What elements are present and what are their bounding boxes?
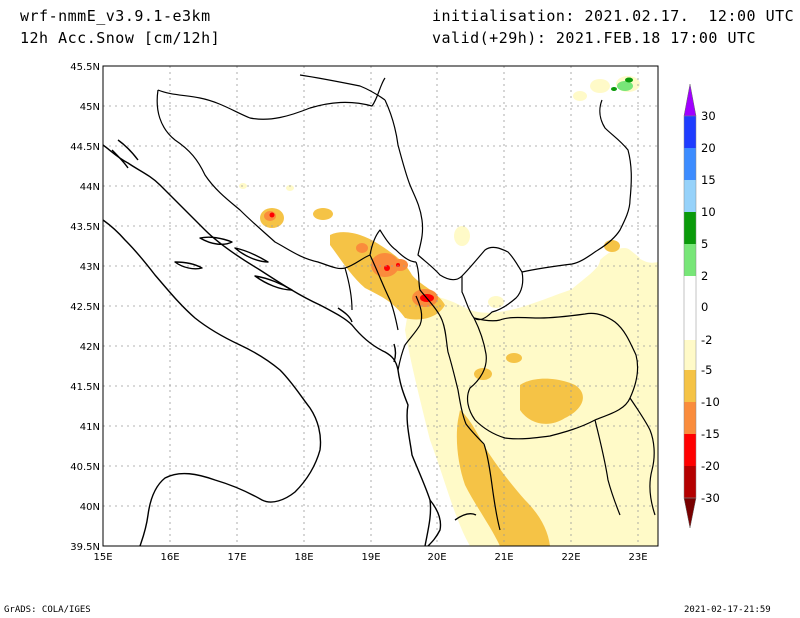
- colorbar-label: 2: [701, 269, 708, 283]
- colorbar-cell: [684, 466, 696, 498]
- lat-label: 43N: [80, 262, 100, 273]
- lat-label: 39.5N: [70, 542, 100, 553]
- map-grid: [103, 66, 658, 546]
- parameter-name: 12h Acc.Snow [cm/12h]: [20, 29, 221, 47]
- colorbar-cell: [684, 402, 696, 434]
- colorbar-label: 0: [701, 300, 708, 314]
- colorbar-cell: [684, 148, 696, 180]
- colorbar-outline: [683, 115, 697, 499]
- lat-label: 43.5N: [70, 222, 100, 233]
- colorbar-cell: [684, 116, 696, 148]
- map-frame: [102, 65, 659, 547]
- country-borders: [156, 74, 656, 531]
- lat-label: 42.5N: [70, 302, 100, 313]
- lon-label: 19E: [361, 552, 380, 563]
- lat-label: 40.5N: [70, 462, 100, 473]
- lon-label: 23E: [628, 552, 647, 563]
- lat-label: 41.5N: [70, 382, 100, 393]
- lon-label: 15E: [93, 552, 112, 563]
- lon-label: 20E: [427, 552, 446, 563]
- lon-label: 22E: [561, 552, 580, 563]
- lat-axis: 45.5N 45N 44.5N 44N 43.5N 43N 42.5N 42N …: [70, 62, 100, 553]
- colorbar-label: -30: [701, 491, 720, 505]
- colorbar-cell: [684, 180, 696, 212]
- snow-field: [239, 76, 658, 546]
- lon-label: 21E: [494, 552, 513, 563]
- colorbar-label: 5: [701, 237, 708, 251]
- valid-time: valid(+29h): 2021.FEB.18 17:00 UTC: [432, 29, 757, 47]
- colorbar-label: -15: [701, 427, 720, 441]
- colorbar-cell: [684, 370, 696, 402]
- colorbar-label: 10: [701, 205, 716, 219]
- render-timestamp: 2021-02-17-21:59: [684, 605, 771, 615]
- lat-label: 44.5N: [70, 142, 100, 153]
- colorbar-label: -5: [701, 363, 712, 377]
- lon-label: 17E: [227, 552, 246, 563]
- lat-label: 44N: [80, 182, 100, 193]
- coastlines: [103, 139, 477, 546]
- lat-label: 40N: [80, 502, 100, 513]
- colorbar-label: -20: [701, 459, 720, 473]
- model-name: wrf-nmmE_v3.9.1-e3km: [20, 7, 211, 25]
- colorbar-cell: [684, 276, 696, 340]
- colorbar: 30 20 15 10 5 2 0 -2 -5 -10 -15 -20 -30: [683, 83, 720, 529]
- snow-gain-patch: [611, 76, 640, 92]
- lat-label: 45N: [80, 102, 100, 113]
- lat-label: 41N: [80, 422, 100, 433]
- lon-label: 18E: [294, 552, 313, 563]
- colorbar-label: 30: [701, 109, 716, 123]
- lat-label: 45.5N: [70, 62, 100, 73]
- colorbar-cell: [684, 434, 696, 466]
- colorbar-label: -10: [701, 395, 720, 409]
- colorbar-label: 20: [701, 141, 716, 155]
- initialisation-time: initialisation: 2021.02.17. 12:00 UTC: [432, 7, 795, 25]
- colorbar-label: -2: [701, 333, 712, 347]
- colorbar-label: 15: [701, 173, 716, 187]
- colorbar-bottom-arrow: [683, 497, 697, 529]
- lat-label: 42N: [80, 342, 100, 353]
- grads-credit: GrADS: COLA/IGES: [4, 605, 91, 615]
- lon-axis: 15E 16E 17E 18E 19E 20E 21E 22E 23E: [93, 552, 647, 563]
- colorbar-top-arrow: [683, 83, 697, 117]
- lon-label: 16E: [160, 552, 179, 563]
- colorbar-cell: [684, 212, 696, 244]
- colorbar-cell: [684, 340, 696, 370]
- colorbar-cell: [684, 244, 696, 276]
